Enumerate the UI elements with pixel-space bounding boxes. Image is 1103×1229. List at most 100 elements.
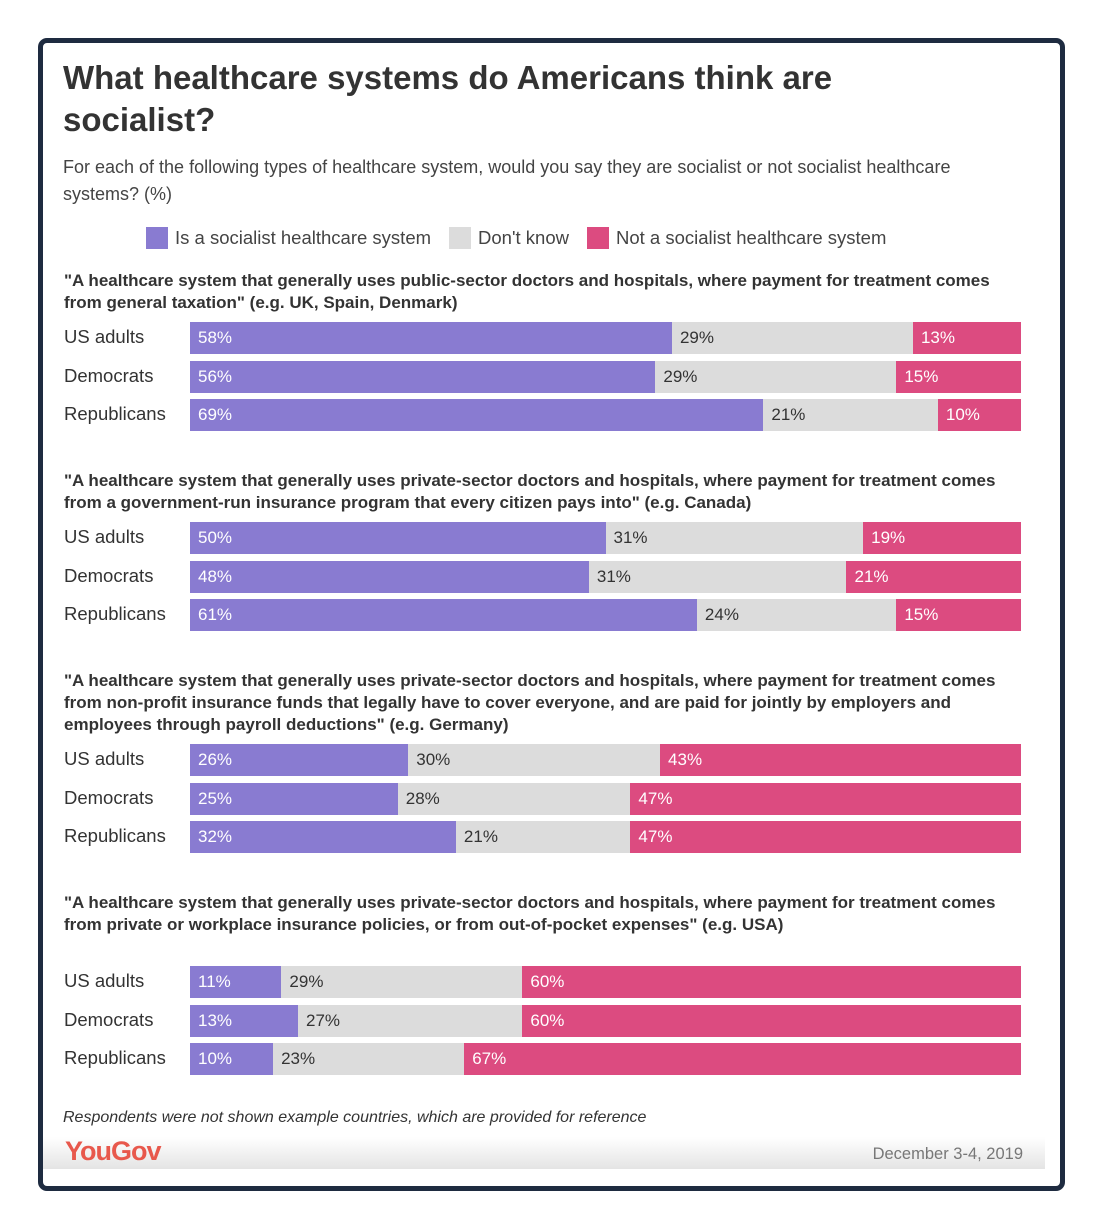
- legend-label: Not a socialist healthcare system: [615, 227, 887, 248]
- bar-segment-socialist: 11%: [190, 966, 282, 998]
- bar-segment-dont-know: 30%: [408, 744, 661, 776]
- question-title: "A healthcare system that generally uses…: [64, 471, 996, 512]
- yougov-logo: YouGov: [65, 1136, 162, 1166]
- chart-card: What healthcare systems do Americans thi…: [38, 38, 1065, 1191]
- footer-bar: YouGov December 3-4, 2019: [43, 1136, 1045, 1169]
- bar-segment-socialist: 13%: [190, 1004, 299, 1037]
- data-label: 48%: [198, 566, 233, 586]
- data-label: 15%: [904, 366, 939, 386]
- legend: Is a socialist healthcare system Don't k…: [146, 227, 904, 249]
- row-label: US adults: [64, 526, 145, 547]
- data-label: 58%: [198, 328, 233, 347]
- data-label: 28%: [405, 788, 440, 808]
- bar-row: Republicans 32% 21% 47%: [43, 821, 1060, 853]
- row-label: US adults: [64, 326, 145, 347]
- bar-segment-dont-know: 28%: [397, 782, 631, 815]
- question-title: "A healthcare system that generally uses…: [64, 893, 996, 934]
- chart-subtitle: For each of the following types of healt…: [63, 157, 951, 204]
- legend-swatch: [586, 227, 609, 249]
- bar-segment-dont-know: 23%: [273, 1043, 465, 1075]
- bar-segment-not-socialist: 47%: [630, 782, 1021, 815]
- bar-segment-not-socialist: 15%: [896, 599, 1021, 631]
- stacked-bar: 69% 21% 10%: [190, 399, 1021, 431]
- bar-segment-socialist: 69%: [190, 399, 764, 431]
- bar-row: US adults 50% 31% 19%: [43, 522, 1060, 554]
- stacked-bar: 56% 29% 15%: [190, 360, 1021, 393]
- bar-row: Democrats 25% 28% 47%: [43, 782, 1060, 815]
- row-label: Republicans: [64, 1047, 166, 1068]
- data-label: 27%: [306, 1010, 341, 1030]
- legend-item-dont-know: Don't know: [449, 227, 569, 249]
- bar-segment-not-socialist: 21%: [846, 560, 1021, 593]
- row-label: US adults: [64, 748, 145, 769]
- bar-segment-socialist: 32%: [190, 821, 456, 853]
- bar-segment-dont-know: 31%: [605, 522, 864, 554]
- bar-segment-dont-know: 24%: [696, 599, 897, 631]
- bar-segment-dont-know: 21%: [455, 821, 631, 853]
- question-title: "A healthcare system that generally uses…: [64, 271, 990, 312]
- row-label: US adults: [64, 970, 145, 991]
- stacked-bar: 48% 31% 21%: [190, 560, 1021, 593]
- data-label: 61%: [198, 605, 233, 624]
- data-label: 24%: [704, 605, 739, 624]
- stacked-bar: 11% 29% 60%: [190, 966, 1021, 998]
- bar-segment-socialist: 50%: [190, 522, 606, 554]
- data-label: 21%: [463, 827, 498, 846]
- stacked-bar: 58% 29% 13%: [190, 322, 1021, 354]
- data-label: 11%: [198, 972, 231, 991]
- bar-segment-not-socialist: 43%: [660, 744, 1021, 776]
- data-label: 19%: [871, 528, 906, 547]
- data-label: 43%: [668, 750, 703, 769]
- stacked-bar: 10% 23% 67%: [190, 1043, 1021, 1075]
- bar-segment-not-socialist: 13%: [912, 322, 1021, 354]
- bar-segment-not-socialist: 10%: [937, 399, 1021, 431]
- bar-segment-socialist: 26%: [190, 744, 409, 776]
- stacked-bar: 26% 30% 43%: [190, 744, 1021, 776]
- row-label: Democrats: [64, 786, 154, 808]
- data-label: 47%: [638, 788, 673, 808]
- chart-title: What healthcare systems do Americans thi…: [63, 59, 833, 138]
- data-label: 10%: [945, 405, 980, 424]
- bar-row: US adults 11% 29% 60%: [43, 966, 1060, 998]
- data-label: 29%: [679, 328, 714, 347]
- footnote: Respondents were not shown example count…: [63, 1109, 647, 1126]
- legend-swatch: [146, 227, 168, 249]
- bar-row: Democrats 13% 27% 60%: [43, 1004, 1060, 1037]
- bar-segment-not-socialist: 67%: [464, 1043, 1021, 1075]
- row-label: Democrats: [64, 364, 154, 386]
- bar-segment-not-socialist: 60%: [522, 966, 1021, 998]
- bar-row: Republicans 69% 21% 10%: [43, 399, 1060, 431]
- legend-label: Is a socialist healthcare system: [175, 227, 432, 248]
- data-label: 21%: [854, 566, 889, 586]
- bar-segment-not-socialist: 19%: [863, 522, 1021, 554]
- question-title: "A healthcare system that generally uses…: [64, 671, 996, 734]
- data-label: 25%: [198, 788, 233, 808]
- stacked-bar: 61% 24% 15%: [190, 599, 1021, 631]
- data-label: 56%: [198, 366, 233, 386]
- data-label: 29%: [289, 972, 324, 991]
- data-label: 32%: [198, 827, 233, 846]
- bar-segment-socialist: 10%: [190, 1043, 274, 1075]
- bar-segment-dont-know: 29%: [655, 360, 897, 393]
- legend-swatch: [449, 227, 472, 249]
- bar-segment-socialist: 25%: [190, 782, 398, 815]
- row-label: Democrats: [64, 564, 154, 586]
- bar-segment-socialist: 56%: [190, 360, 656, 393]
- data-label: 30%: [416, 750, 451, 769]
- data-label: 47%: [638, 827, 673, 846]
- bar-row: US adults 58% 29% 13%: [43, 322, 1060, 354]
- bar-segment-socialist: 48%: [190, 560, 589, 593]
- data-label: 13%: [198, 1010, 233, 1030]
- bar-segment-not-socialist: 15%: [896, 360, 1021, 393]
- data-label: 31%: [613, 528, 648, 547]
- data-label: 15%: [904, 605, 939, 624]
- bar-row: US adults 26% 30% 43%: [43, 744, 1060, 776]
- data-label: 13%: [920, 328, 955, 347]
- bar-segment-dont-know: 29%: [281, 966, 523, 998]
- data-label: 21%: [771, 405, 806, 424]
- bar-row: Republicans 61% 24% 15%: [43, 599, 1060, 631]
- data-label: 60%: [530, 972, 565, 991]
- legend-item-not-socialist: Not a socialist healthcare system: [586, 227, 887, 249]
- bar-segment-socialist: 61%: [190, 599, 697, 631]
- row-label: Democrats: [64, 1008, 154, 1030]
